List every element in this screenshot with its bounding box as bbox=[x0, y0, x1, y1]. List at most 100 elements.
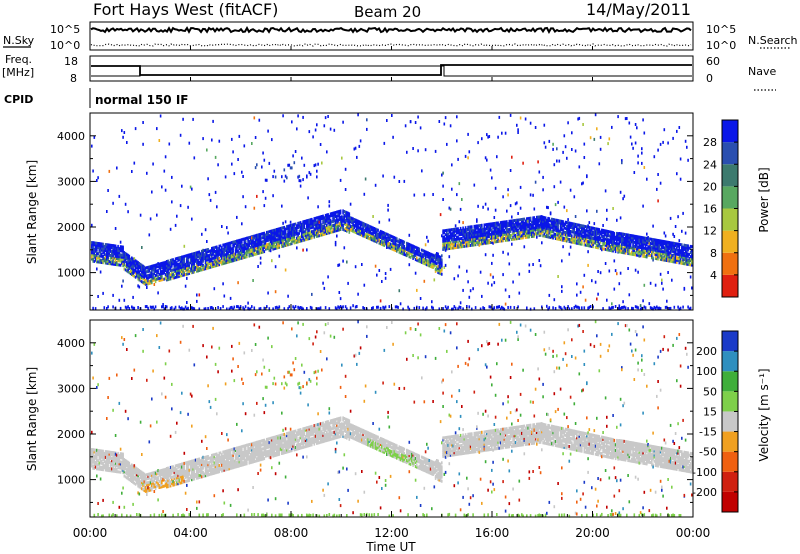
power-cell bbox=[192, 266, 194, 270]
power-cell bbox=[318, 228, 321, 231]
power-cell bbox=[566, 209, 568, 213]
power-cell bbox=[533, 232, 536, 236]
power-cell bbox=[564, 307, 567, 311]
power-cell bbox=[299, 237, 302, 241]
power-cell bbox=[557, 229, 559, 233]
power-cell bbox=[408, 255, 411, 259]
power-cell bbox=[262, 234, 264, 238]
power-cell bbox=[131, 264, 133, 268]
power-cell bbox=[346, 213, 348, 217]
power-cell bbox=[242, 250, 244, 254]
power-cell bbox=[289, 220, 292, 224]
power-cell bbox=[618, 282, 621, 286]
power-cell bbox=[292, 235, 294, 239]
power-cell bbox=[587, 233, 589, 237]
power-cell bbox=[473, 241, 476, 245]
power-cell bbox=[672, 256, 674, 260]
power-cell bbox=[468, 231, 471, 235]
power-cell bbox=[596, 231, 598, 235]
power-cell bbox=[243, 241, 246, 245]
power-cell bbox=[606, 240, 608, 243]
power-cell bbox=[633, 247, 636, 250]
power-cell bbox=[287, 237, 289, 241]
power-cell bbox=[541, 223, 543, 227]
power-cell bbox=[209, 306, 212, 310]
power-cell bbox=[112, 262, 114, 266]
power-cell bbox=[126, 141, 128, 144]
power-cell bbox=[468, 237, 471, 241]
power-cell bbox=[481, 234, 483, 238]
power-cell bbox=[253, 236, 256, 240]
power-cell bbox=[108, 243, 111, 247]
power-cell bbox=[263, 246, 266, 249]
power-cell bbox=[252, 243, 254, 247]
power-cell bbox=[114, 245, 117, 249]
power-cell bbox=[97, 246, 99, 250]
power-cell bbox=[461, 228, 463, 232]
power-cell bbox=[641, 240, 643, 244]
power-cell bbox=[172, 273, 174, 277]
power-cell bbox=[373, 231, 376, 235]
power-cell bbox=[194, 266, 197, 269]
power-cell bbox=[467, 156, 469, 160]
power-cell bbox=[424, 262, 427, 266]
power-cell bbox=[384, 234, 387, 238]
power-cell bbox=[421, 258, 423, 262]
power-cell bbox=[228, 248, 231, 251]
power-cell bbox=[627, 247, 629, 251]
power-cell bbox=[153, 276, 156, 280]
power-cell bbox=[569, 225, 572, 229]
power-cell bbox=[186, 266, 188, 270]
power-cell bbox=[238, 257, 241, 261]
power-cell bbox=[567, 231, 569, 235]
power-cell bbox=[448, 236, 451, 240]
power-cell bbox=[142, 266, 144, 270]
power-cell bbox=[352, 219, 354, 223]
power-cell bbox=[147, 306, 149, 310]
nave-series bbox=[91, 64, 692, 76]
power-cell bbox=[204, 265, 207, 269]
power-cell bbox=[146, 278, 148, 282]
power-cell bbox=[173, 276, 176, 280]
power-cell bbox=[358, 144, 361, 148]
power-cell bbox=[108, 169, 111, 173]
power-cell bbox=[588, 244, 591, 248]
power-cell bbox=[588, 234, 591, 238]
power-cell bbox=[398, 250, 401, 254]
power-cell bbox=[576, 227, 578, 231]
power-cell bbox=[614, 305, 617, 308]
power-cell bbox=[682, 253, 684, 257]
power-cell bbox=[381, 234, 383, 238]
power-cell bbox=[318, 223, 321, 227]
power-cell bbox=[197, 250, 199, 254]
power-cell bbox=[647, 247, 649, 251]
power-cell bbox=[343, 222, 346, 226]
power-cell bbox=[534, 220, 537, 224]
power-cell bbox=[584, 229, 587, 233]
power-cell bbox=[297, 226, 299, 229]
power-cell bbox=[566, 221, 568, 224]
power-cell bbox=[454, 229, 457, 233]
power-cell bbox=[187, 257, 189, 261]
power-cell bbox=[287, 230, 289, 234]
power-cell bbox=[331, 224, 333, 228]
power-cell bbox=[488, 235, 491, 238]
power-cell bbox=[264, 247, 267, 251]
power-cell bbox=[672, 249, 674, 253]
power-cell bbox=[557, 227, 559, 231]
power-cell bbox=[137, 273, 139, 277]
power-cell bbox=[678, 242, 681, 246]
power-cell bbox=[487, 241, 489, 245]
power-cell bbox=[213, 250, 216, 254]
power-cell bbox=[477, 238, 479, 242]
power-cell bbox=[94, 243, 97, 247]
power-cell bbox=[497, 227, 499, 231]
power-cell bbox=[351, 218, 353, 222]
power-cell bbox=[586, 174, 588, 178]
power-cell bbox=[578, 236, 581, 239]
power-cell bbox=[283, 232, 286, 235]
power-cell bbox=[484, 233, 487, 237]
power-cell bbox=[296, 236, 298, 240]
power-cell bbox=[583, 237, 586, 241]
power-cell bbox=[533, 228, 536, 232]
